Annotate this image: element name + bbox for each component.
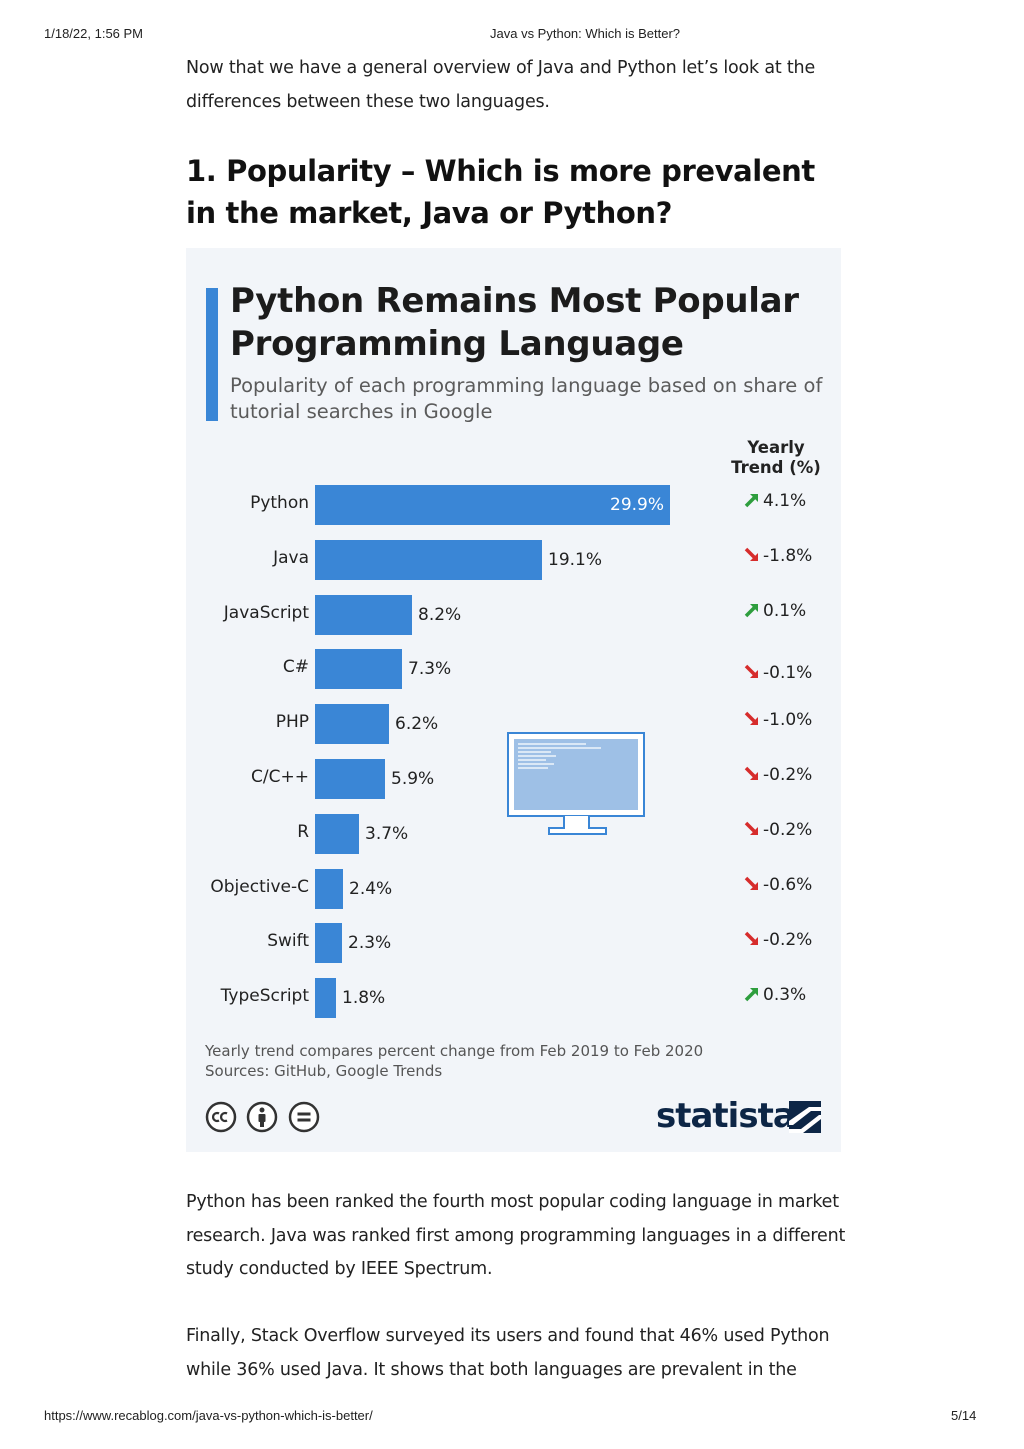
bar-objective-c [315,869,343,909]
bar-value-label: 2.3% [348,933,392,953]
trend-up-arrow-icon [744,604,758,618]
bar-row: TypeScript 1.8% [186,978,841,1018]
bar-row: Python 29.9% [186,485,841,525]
trend-value: -1.0% [743,710,812,730]
bar-value-label: 8.2% [418,605,462,625]
bar-php [315,704,389,744]
infographic-note: Yearly trend compares percent change fro… [205,1041,805,1081]
trend-value-label: 4.1% [763,491,807,511]
trend-value: -1.8% [743,546,812,566]
print-url: https://www.recablog.com/java-vs-python-… [44,1408,373,1423]
bar-category-label: Swift [267,931,309,951]
bar-value-label: 3.7% [365,824,409,844]
bar-category-label: Objective-C [210,877,309,897]
trend-value: -0.6% [743,875,812,895]
bar-swift [315,923,342,963]
section-heading: 1. Popularity – Which is more prevalent … [186,154,815,230]
trend-down-arrow-icon [744,766,758,780]
trend-down-arrow-icon [744,876,758,890]
bar-category-label: JavaScript [223,603,309,623]
bar-category-label: R [297,822,309,842]
bar-category-label: C# [282,657,309,677]
bar-row: Swift 2.3% [186,923,841,963]
bar-row: Objective-C 2.4% [186,869,841,909]
title-accent-bar [206,288,218,421]
bar-java [315,540,542,580]
trend-value: 0.1% [743,601,806,621]
trend-value: 4.1% [743,491,806,511]
trend-value-label: -1.0% [763,710,813,730]
bar-c-c- [315,759,385,799]
monitor-icon [507,732,645,835]
infographic-subtitle: Popularity of each programming language … [230,374,823,423]
statista-mark-icon [789,1101,821,1133]
infographic-title: Python Remains Most Popular Programming … [230,281,799,364]
bar-row: Java 19.1% [186,540,841,580]
bar-value-label: 6.2% [395,714,439,734]
bar-row: C/C++ 5.9% [186,759,841,799]
bar-row: C# 7.3% [186,649,841,689]
trend-up-arrow-icon [744,494,758,508]
print-title: Java vs Python: Which is Better? [490,26,681,41]
trend-value-label: 0.1% [763,601,807,621]
trend-down-arrow-icon [744,664,758,678]
trend-value: -0.1% [743,663,812,683]
bar-category-label: Java [273,548,309,568]
print-date: 1/18/22, 1:56 PM [44,26,144,41]
trend-value: -0.2% [743,765,812,785]
bar-row: JavaScript 8.2% [186,595,841,635]
print-page-number: 5/14 [951,1408,977,1423]
trend-value-label: -0.2% [763,820,813,840]
statista-wordmark: statista [656,1096,796,1136]
intro-paragraph: Now that we have a general overview of J… [186,58,816,112]
trend-up-arrow-icon [744,988,758,1002]
trend-column-header: Yearly Trend (%) [731,438,821,477]
trend-value: -0.2% [743,930,812,950]
bar-category-label: PHP [275,712,309,732]
bar-row: PHP 6.2% [186,704,841,744]
trend-value-label: 0.3% [763,985,807,1005]
popularity-infographic: Python Remains Most Popular Programming … [186,248,841,1152]
bar-javascript [315,595,412,635]
trend-down-arrow-icon [744,931,758,945]
trend-note: Yearly trend compares percent change fro… [205,1042,704,1060]
bar-value-label: 5.9% [391,769,435,789]
bar-row: R 3.7% [186,814,841,854]
no-derivatives-icon [288,1101,320,1133]
bar-category-label: TypeScript [220,986,309,1006]
trend-down-arrow-icon [744,711,758,725]
trend-value: 0.3% [743,985,806,1005]
trend-value-label: -0.1% [763,663,813,683]
license-icons [205,1101,325,1133]
bar-value-label: 7.3% [408,659,452,679]
bar-value-label: 19.1% [548,550,603,570]
bar-r [315,814,359,854]
bar-value-label: 1.8% [342,988,386,1008]
bar-c- [315,649,402,689]
bar-value-label: 2.4% [349,879,393,899]
trend-value: -0.2% [743,820,812,840]
bar-category-label: Python [250,493,309,513]
trend-down-arrow-icon [744,547,758,561]
bar-typescript [315,978,336,1018]
creative-commons-icon [205,1101,237,1133]
bar-python [315,485,670,525]
bar-category-label: C/C++ [251,767,309,787]
trend-value-label: -0.6% [763,875,813,895]
survey-paragraph: Finally, Stack Overflow surveyed its use… [186,1326,830,1380]
bar-value-label: 29.9% [610,495,665,515]
ranking-paragraph: Python has been ranked the fourth most p… [186,1192,846,1279]
sources-note: Sources: GitHub, Google Trends [205,1062,443,1080]
trend-value-label: -0.2% [763,765,813,785]
attribution-icon [247,1101,278,1133]
trend-value-label: -1.8% [763,546,813,566]
trend-value-label: -0.2% [763,930,813,950]
trend-down-arrow-icon [744,821,758,835]
